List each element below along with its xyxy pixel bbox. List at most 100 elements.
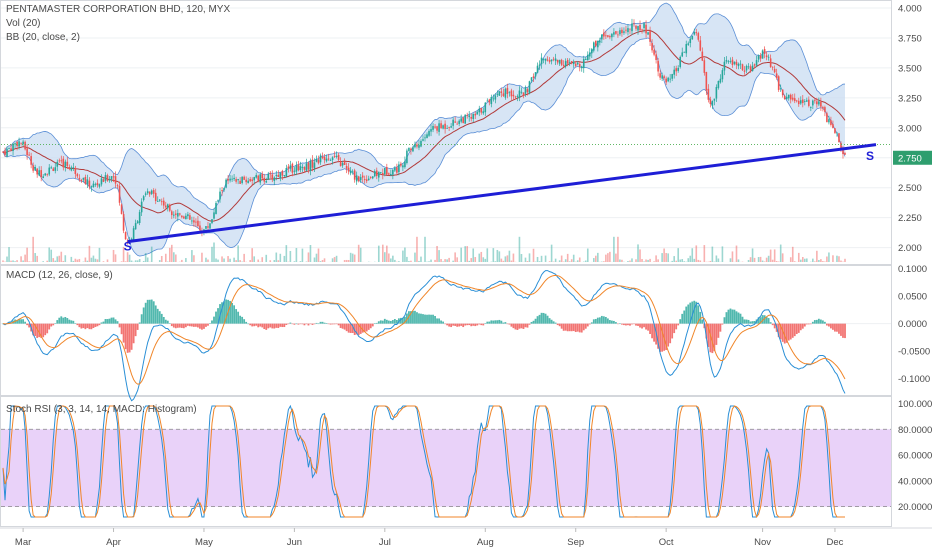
macd-histogram-bar	[177, 324, 179, 328]
macd-histogram-bar	[89, 324, 91, 330]
volume-bar	[428, 261, 430, 262]
macd-histogram-bar	[806, 324, 808, 325]
volume-bar	[243, 254, 245, 262]
macd-histogram-bar	[60, 316, 62, 323]
macd-histogram-bar	[523, 324, 525, 329]
candle-body	[34, 167, 36, 170]
macd-histogram-bar	[474, 324, 476, 326]
candle-body	[776, 73, 778, 77]
candle-body	[691, 36, 693, 39]
volume-bar	[125, 261, 127, 262]
candle-body	[559, 60, 561, 64]
macd-histogram-bar	[320, 322, 322, 324]
candle-body	[267, 174, 269, 180]
macd-histogram-bar	[267, 324, 269, 329]
macd-histogram-bar	[151, 300, 153, 324]
macd-histogram-bar	[161, 314, 163, 324]
candle-body	[772, 67, 774, 68]
candle-body	[119, 186, 121, 203]
macd-histogram-bar	[609, 320, 611, 324]
macd-histogram-bar	[412, 311, 414, 324]
candle-body	[109, 179, 111, 180]
candle-body	[820, 102, 822, 107]
candle-body	[529, 81, 531, 93]
candle-body	[10, 148, 12, 150]
macd-histogram-bar	[287, 324, 289, 325]
candle-body	[661, 75, 663, 78]
candle-body	[631, 23, 633, 31]
macd-histogram-bar	[603, 316, 605, 323]
volume-bar	[501, 259, 503, 262]
volume-bar	[446, 259, 448, 262]
volume-bar	[593, 258, 595, 262]
macd-histogram-bar	[235, 309, 237, 324]
candle-body	[239, 181, 241, 184]
macd-histogram-bar	[330, 324, 332, 325]
volume-bar	[679, 260, 681, 262]
candle-body	[318, 159, 320, 163]
candle-body	[211, 219, 213, 223]
candle-body	[330, 160, 332, 161]
volume-bar	[392, 256, 394, 262]
volume-bar	[551, 245, 553, 262]
candle-body	[633, 24, 635, 25]
candle-body	[348, 168, 350, 172]
volume-bar	[579, 258, 581, 262]
macd-histogram-bar	[585, 324, 587, 329]
macd-histogram-bar	[649, 324, 651, 334]
macd-histogram-bar	[543, 313, 545, 324]
candle-body	[177, 213, 179, 217]
macd-histogram-bar	[99, 324, 101, 326]
macd-histogram-bar	[275, 324, 277, 328]
macd-histogram-bar	[820, 320, 822, 324]
bollinger-legend: BB (20, close, 2)	[6, 32, 80, 43]
macd-histogram-bar	[679, 319, 681, 323]
volume-bar	[704, 245, 706, 262]
volume-bar	[597, 253, 599, 262]
macd-histogram-bar	[527, 324, 529, 328]
volume-bar	[529, 253, 531, 262]
volume-bar	[171, 245, 173, 262]
candle-body	[464, 115, 466, 124]
candle-body	[812, 101, 814, 106]
candle-body	[205, 226, 207, 229]
volume-bar	[302, 249, 304, 262]
macd-histogram-bar	[169, 323, 171, 324]
volume-bar	[655, 255, 657, 262]
volume-bar	[587, 249, 589, 262]
macd-histogram-bar	[623, 324, 625, 325]
macd-histogram-bar	[414, 311, 416, 324]
macd-histogram-bar	[80, 324, 82, 329]
candle-body	[79, 178, 81, 180]
candle-body	[6, 149, 8, 156]
candle-body	[657, 61, 659, 72]
volume-bar	[211, 247, 213, 262]
candle-body	[163, 201, 165, 206]
candle-body	[402, 165, 404, 167]
macd-histogram-bar	[563, 324, 565, 331]
macd-histogram-bar	[153, 301, 155, 323]
candle-body	[209, 223, 211, 228]
candle-body	[135, 223, 137, 229]
candle-body	[527, 89, 529, 92]
candle-body	[173, 215, 175, 216]
candle-body	[468, 115, 470, 117]
macd-histogram-bar	[50, 324, 52, 327]
candle-body	[589, 52, 591, 56]
candle-body	[581, 66, 583, 68]
volume-bar	[816, 251, 818, 262]
macd-histogram-bar	[667, 324, 669, 347]
volume-bar	[205, 258, 207, 262]
volume-bar	[806, 258, 808, 262]
candle-body	[161, 201, 163, 202]
candle-body	[370, 177, 372, 178]
macd-histogram-bar	[199, 324, 201, 329]
volume-bar	[452, 261, 454, 262]
macd-histogram-bar	[129, 324, 131, 353]
macd-histogram-bar	[22, 319, 24, 323]
macd-histogram-bar	[728, 310, 730, 324]
macd-histogram-bar	[828, 324, 830, 327]
candle-body	[742, 64, 744, 70]
volume-bar	[812, 259, 814, 262]
